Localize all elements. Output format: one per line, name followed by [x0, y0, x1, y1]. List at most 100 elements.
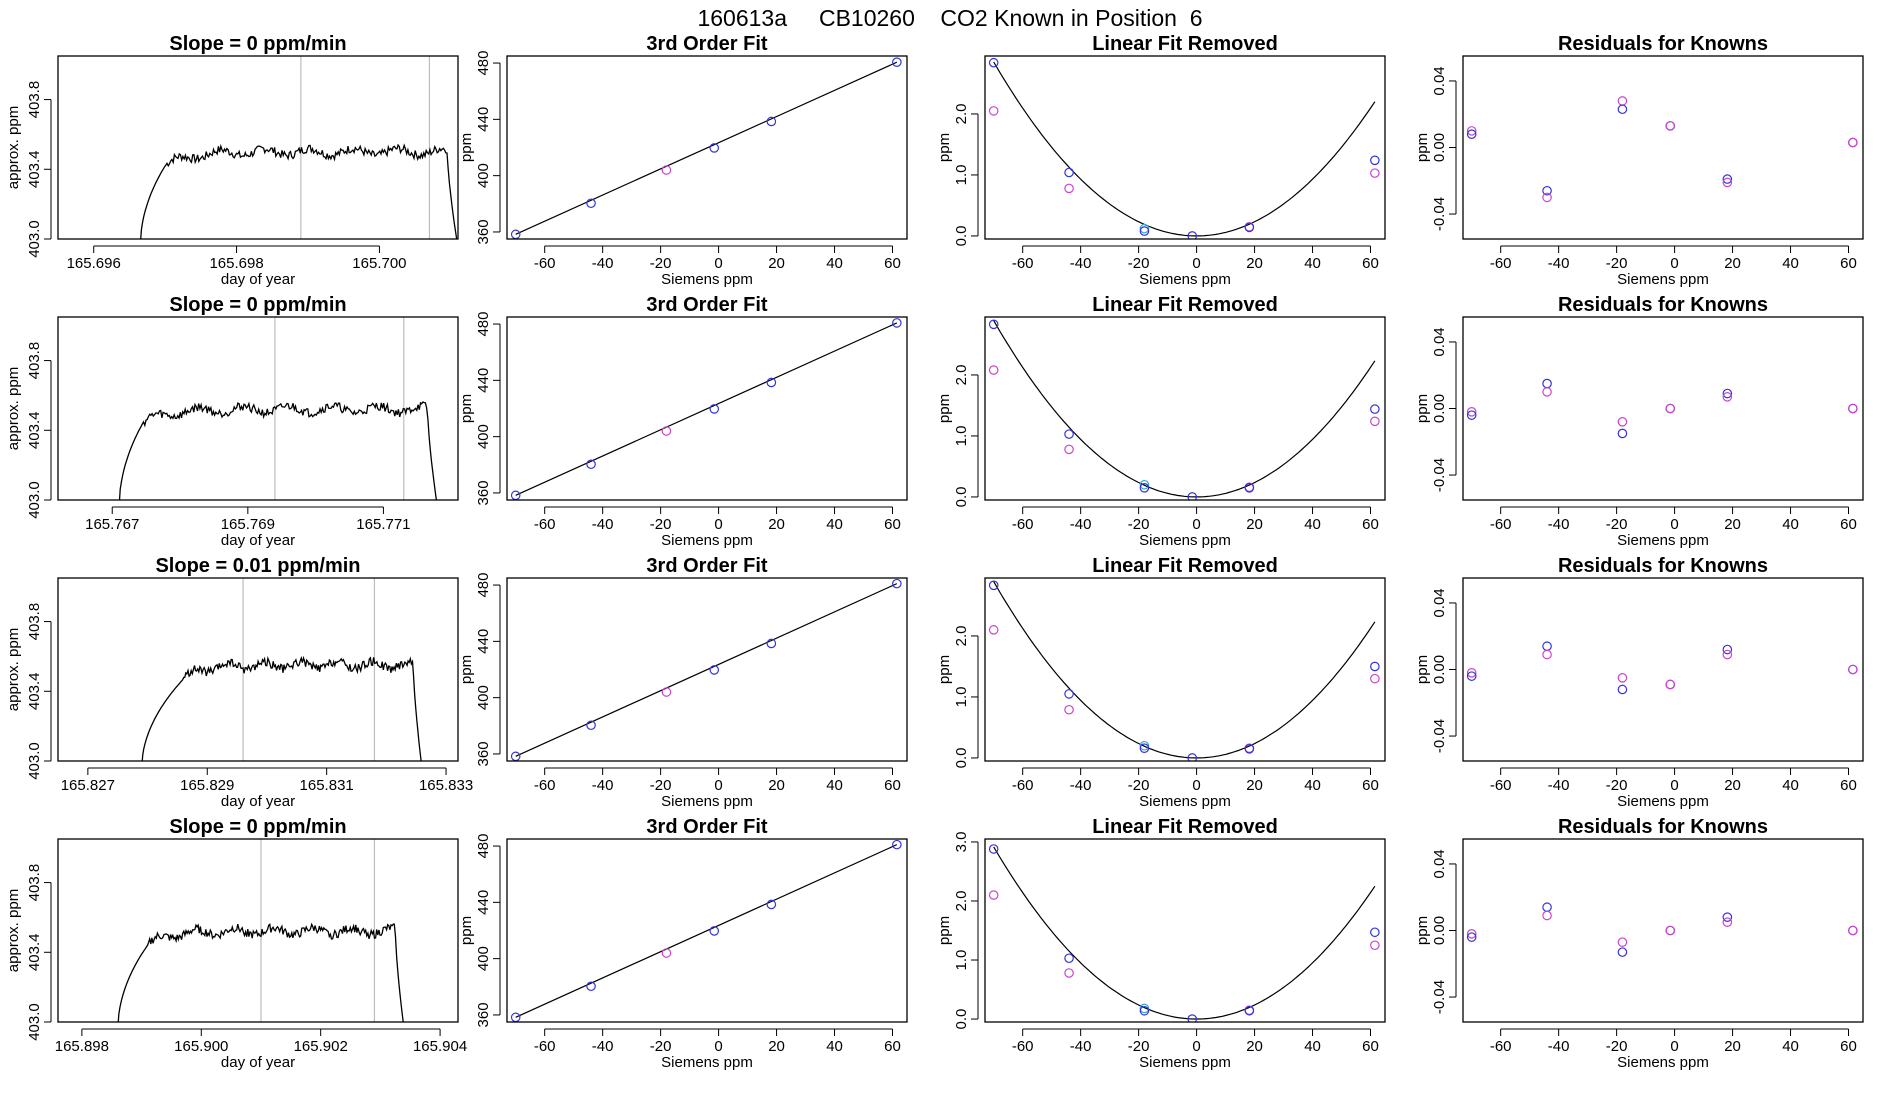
panel-1-3: Linear Fit Removed -60 -40 -20 0 20 40 60 Siemen… — [936, 33, 1386, 288]
x-axis-label: Siemens ppm — [1617, 532, 1709, 549]
x-tick-label: 0 — [714, 1038, 722, 1055]
y-tick-label: 1.0 — [953, 950, 970, 971]
data-point — [1542, 910, 1552, 921]
data-point — [1466, 129, 1477, 139]
data-point — [1542, 185, 1552, 196]
x-tick-label: 165.767 — [85, 516, 139, 533]
y-tick-label: 480 — [475, 573, 492, 598]
plot-frame — [57, 838, 459, 1023]
plot-area — [140, 56, 458, 239]
panel-3-1: Slope = 0.01 ppm/min 165.827 165.829 165.83… — [5, 555, 473, 810]
x-tick-label: -40 — [592, 255, 614, 272]
data-point — [1064, 444, 1074, 455]
x-axis-label: Siemens ppm — [661, 793, 753, 810]
x-tick-label: -20 — [1606, 255, 1628, 272]
y-tick-label: 0.00 — [1431, 394, 1448, 423]
y-tick-label: 2.0 — [953, 626, 970, 647]
data-point — [1370, 940, 1380, 951]
x-tick-label: -20 — [1128, 1038, 1150, 1055]
plot-frame — [57, 577, 459, 762]
data-point — [1466, 932, 1477, 942]
panel-3-3: Linear Fit Removed -60 -40 -20 0 20 40 60 Siemen… — [936, 555, 1386, 810]
x-tick-label: -60 — [534, 777, 556, 794]
y-axis-label: ppm — [458, 655, 475, 684]
x-tick-label: 20 — [768, 255, 785, 272]
x-tick-label: 40 — [826, 1038, 843, 1055]
x-tick-label: 40 — [1782, 255, 1799, 272]
panel-1-1: Slope = 0 ppm/min 165.696 165.698 165.700 da… — [5, 33, 459, 288]
x-tick-label: -40 — [1548, 255, 1570, 272]
data-point — [1722, 644, 1733, 655]
data-point — [1064, 968, 1074, 978]
data-point — [1542, 649, 1552, 660]
y-tick-label: 0.04 — [1431, 849, 1448, 878]
x-tick-label: -20 — [1128, 255, 1150, 272]
data-point — [766, 116, 777, 127]
x-tick-label: -60 — [1012, 1038, 1034, 1055]
plot-frame — [506, 55, 908, 240]
x-tick-label: -40 — [1548, 1038, 1570, 1055]
data-point — [586, 198, 596, 209]
data-point — [586, 981, 596, 992]
plot-frame — [984, 316, 1386, 501]
panel-4-2: 3rd Order Fit -60 -40 -20 0 20 40 60 Siemens ppm… — [458, 816, 908, 1071]
x-tick-label: -40 — [1070, 1038, 1092, 1055]
y-tick-label: 403.4 — [26, 673, 43, 711]
data-point — [1370, 404, 1380, 414]
plot-frame — [57, 55, 459, 240]
x-tick-label: 165.700 — [352, 255, 406, 272]
x-axis-label: Siemens ppm — [1617, 271, 1709, 288]
data-point — [1064, 704, 1074, 715]
x-axis-label: Siemens ppm — [661, 532, 753, 549]
x-tick-label: -60 — [1012, 255, 1034, 272]
x-tick-label: 165.769 — [221, 516, 275, 533]
data-point — [1617, 937, 1628, 947]
y-axis-label: ppm — [936, 655, 953, 684]
data-point — [1722, 174, 1733, 184]
y-tick-label: 0.0 — [953, 226, 970, 247]
data-point — [988, 57, 999, 68]
y-tick-label: 360 — [475, 741, 492, 766]
y-axis-label: approx. ppm — [5, 889, 22, 972]
x-tick-label: 165.827 — [61, 777, 115, 794]
y-tick-label: 0.0 — [953, 1009, 970, 1030]
data-point — [1370, 673, 1380, 684]
x-tick-label: 0 — [1192, 777, 1200, 794]
figure-title: 160613a CB10260 CO2 Known in Position 6 — [697, 5, 1202, 31]
y-tick-label: -0.04 — [1431, 719, 1448, 753]
data-point — [1665, 679, 1676, 690]
x-tick-label: -60 — [1490, 516, 1512, 533]
y-tick-label: 403.8 — [26, 342, 43, 380]
y-tick-label: 1.0 — [953, 165, 970, 186]
fit-curve — [993, 581, 1376, 759]
x-tick-label: 60 — [1362, 777, 1379, 794]
y-tick-label: 3.0 — [953, 832, 970, 853]
data-point — [766, 899, 777, 910]
y-axis-label: ppm — [1414, 394, 1431, 423]
data-point — [586, 720, 596, 731]
plot-area — [1466, 378, 1858, 439]
data-point — [1139, 1005, 1150, 1016]
data-point — [1848, 137, 1858, 148]
data-point — [1187, 1014, 1198, 1022]
x-tick-label: -60 — [534, 255, 556, 272]
x-tick-label: 20 — [1724, 255, 1741, 272]
x-tick-label: 60 — [1362, 516, 1379, 533]
x-tick-label: 165.831 — [300, 777, 354, 794]
x-tick-label: -40 — [1548, 777, 1570, 794]
y-tick-label: 2.0 — [953, 365, 970, 386]
x-axis-label: Siemens ppm — [1617, 1054, 1709, 1071]
data-point — [1064, 429, 1074, 439]
data-point — [1139, 743, 1150, 753]
plot-area — [988, 319, 1380, 500]
y-tick-label: 403.0 — [26, 742, 43, 780]
x-axis-label: day of year — [221, 532, 295, 549]
x-tick-label: 60 — [884, 516, 901, 533]
series-line — [117, 922, 404, 1022]
x-tick-label: -40 — [1070, 255, 1092, 272]
y-tick-label: 2.0 — [953, 891, 970, 912]
panel-title: 3rd Order Fit — [646, 294, 767, 316]
data-point — [1244, 743, 1255, 754]
data-point — [1139, 226, 1150, 236]
